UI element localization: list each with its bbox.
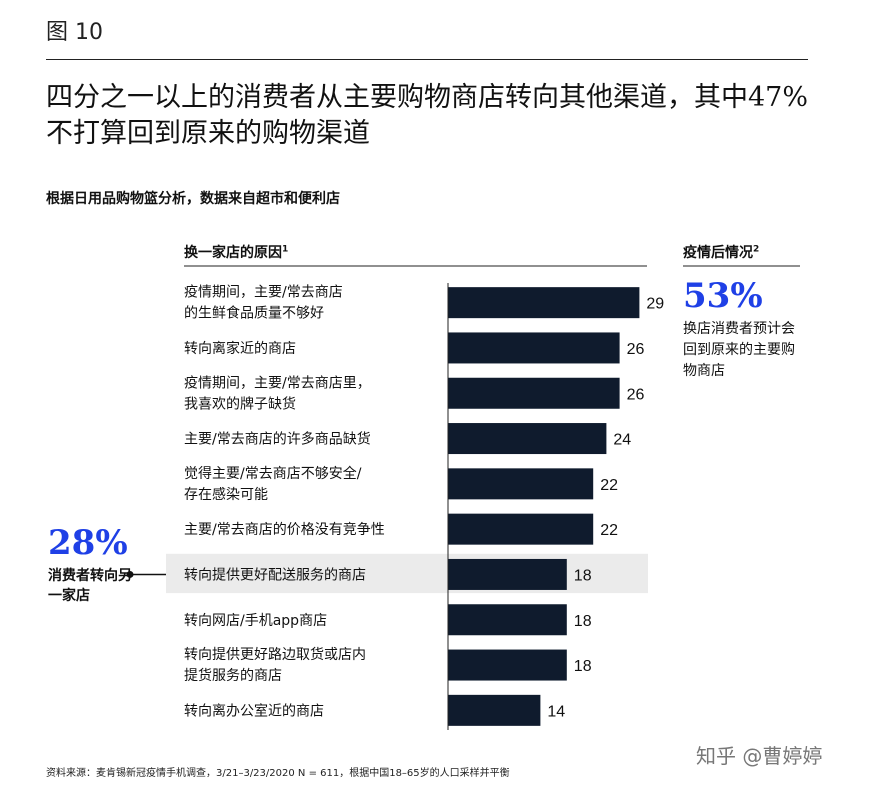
bar-value-5: 22 <box>600 477 618 494</box>
left-column-footnote: 1 <box>282 244 289 255</box>
bar-value-7: 18 <box>574 567 592 584</box>
right-column-footnote: 2 <box>753 244 760 255</box>
top-divider <box>46 59 808 60</box>
stat-switch-note: 消费者转向另一家店 <box>48 568 132 604</box>
connector-dot <box>126 570 134 578</box>
bar-7 <box>448 558 567 590</box>
bar-3 <box>448 377 620 409</box>
category-label-1-line-2: 的生鲜食品质量不够好 <box>184 305 324 322</box>
bar-5 <box>448 468 594 500</box>
bar-value-10: 14 <box>547 703 565 720</box>
category-label-4: 主要/常去商店的许多商品缺货 <box>184 431 371 448</box>
bar-4 <box>448 423 607 455</box>
figure-label: 图 10 <box>46 20 103 45</box>
category-label-2: 转向离家近的商店 <box>184 340 296 357</box>
stat-switch-percent: 28% <box>48 523 128 563</box>
bar-value-2: 26 <box>627 341 645 358</box>
category-label-7: 转向提供更好配送服务的商店 <box>184 567 366 583</box>
chart-headline: 四分之一以上的消费者从主要购物商店转向其他渠道，其中47%不打算回到原来的购物渠… <box>46 82 809 149</box>
bar-6 <box>448 513 594 545</box>
watermark: 知乎 @曹婷婷 <box>696 744 823 768</box>
category-label-3-line-2: 我喜欢的牌子缺货 <box>184 395 296 412</box>
left-column-header-text: 换一家店的原因 <box>184 245 282 261</box>
category-label-9-line-1: 转向提供更好路边取货或店内 <box>184 646 366 663</box>
source-note: 资料来源：麦肯锡新冠疫情手机调查，3/21–3/23/2020 N = 611，… <box>46 768 510 779</box>
bar-2 <box>448 332 620 364</box>
category-label-9-line-2: 提货服务的商店 <box>184 667 282 684</box>
category-label-3-line-1: 疫情期间，主要/常去商店里， <box>184 375 371 391</box>
bar-value-9: 18 <box>574 658 592 675</box>
category-label-8: 转向网店/手机app商店 <box>184 613 327 629</box>
category-label-1-line-1: 疫情期间，主要/常去商店 <box>184 285 343 301</box>
left-column-header: 换一家店的原因1 <box>184 242 288 262</box>
category-label-5-line-1: 觉得主要/常去商店不够安全/ <box>184 465 362 482</box>
bar-8 <box>448 604 567 636</box>
chart-subtitle: 根据日用品购物篮分析，数据来自超市和便利店 <box>46 191 340 207</box>
bar-value-6: 22 <box>600 522 618 539</box>
bar-9 <box>448 649 567 681</box>
stat-return-note: 换店消费者预计会回到原来的主要购物商店 <box>683 321 795 379</box>
bar-10 <box>448 694 541 726</box>
right-column-header: 疫情后情况2 <box>683 242 759 262</box>
category-label-10: 转向离办公室近的商店 <box>184 702 324 719</box>
category-label-6: 主要/常去商店的价格没有竞争性 <box>184 521 385 538</box>
bar-value-8: 18 <box>574 613 592 630</box>
category-label-5-line-2: 存在感染可能 <box>184 486 268 503</box>
right-column-header-text: 疫情后情况 <box>683 245 753 261</box>
bar-value-1: 29 <box>646 296 664 313</box>
highlight-row-bg <box>166 553 648 594</box>
bar-1 <box>448 287 640 319</box>
stat-return-percent: 53% <box>683 276 763 316</box>
bar-value-4: 24 <box>613 432 631 449</box>
bar-value-3: 26 <box>627 386 645 403</box>
